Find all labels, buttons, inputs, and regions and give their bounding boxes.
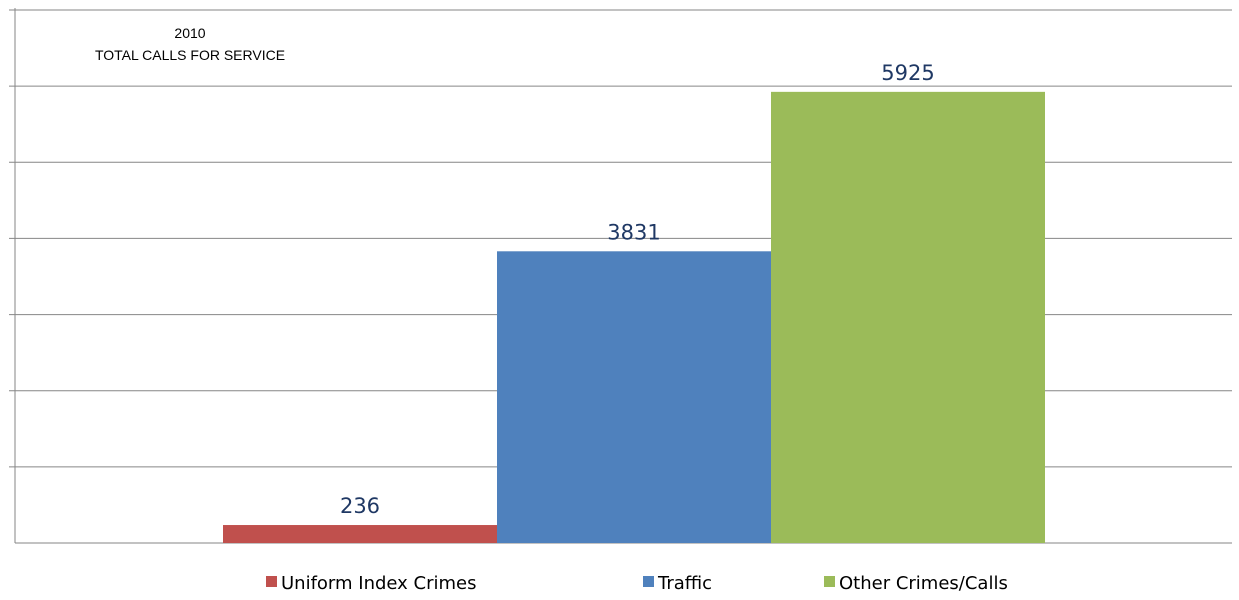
legend-swatch — [824, 576, 835, 587]
data-label: 3831 — [607, 220, 660, 244]
bars — [223, 91, 1045, 544]
legend-item: Traffic — [643, 573, 712, 594]
data-label: 236 — [340, 494, 380, 518]
chart-title-line-2: TOTAL CALLS FOR SERVICE — [95, 47, 285, 63]
legend-item: Uniform Index Crimes — [266, 573, 477, 594]
legend: Uniform Index Crimes Traffic Other Crimes/… — [266, 573, 1008, 594]
legend-label: Uniform Index Crimes — [281, 573, 477, 594]
chart-title-line-1: 2010 — [174, 25, 205, 41]
bar-traffic — [497, 251, 771, 544]
legend-swatch — [643, 576, 654, 587]
bar-uniform-index-crimes — [223, 525, 497, 543]
legend-label: Other Crimes/Calls — [839, 573, 1008, 594]
bar-other-crimes-calls — [771, 91, 1045, 543]
legend-label: Traffic — [657, 573, 712, 594]
chart-title: 2010 TOTAL CALLS FOR SERVICE — [95, 25, 285, 63]
data-labels: 236 3831 5925 — [340, 61, 935, 518]
data-label: 5925 — [881, 61, 934, 85]
legend-item: Other Crimes/Calls — [824, 573, 1008, 594]
legend-swatch — [266, 576, 277, 587]
